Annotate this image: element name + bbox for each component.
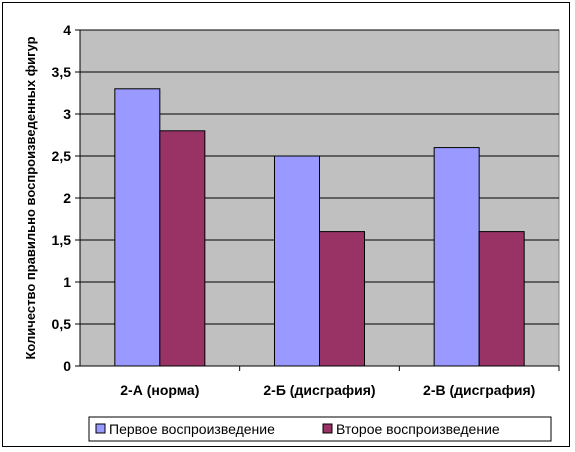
y-tick-label: 0 (63, 358, 71, 374)
y-tick-label: 3 (63, 106, 71, 122)
y-tick-label: 1,5 (52, 232, 72, 248)
legend-label: Второе воспроизведение (336, 421, 500, 437)
bar (433, 147, 480, 367)
y-tick-label: 2,5 (52, 148, 72, 164)
y-tick-label: 1 (63, 274, 71, 290)
y-tick-label: 3,5 (52, 64, 72, 80)
bar (478, 231, 525, 367)
y-tick-label: 0,5 (52, 316, 72, 332)
y-axis-label: Количество правильно воспроизведенных фи… (23, 36, 38, 359)
bar (319, 231, 365, 367)
legend-swatch (95, 423, 106, 434)
legend-swatch (322, 423, 333, 434)
x-category-label: 2-В (дисграфия) (423, 382, 535, 398)
x-category-label: 2-Б (дисграфия) (263, 382, 375, 398)
y-tick-label: 2 (63, 190, 71, 206)
bar (274, 155, 320, 367)
legend-label: Первое воспроизведение (109, 421, 275, 437)
bar (114, 88, 161, 367)
y-tick-label: 4 (63, 22, 71, 38)
legend (88, 416, 552, 442)
bar (159, 130, 206, 367)
x-category-label: 2-А (норма) (120, 382, 199, 398)
